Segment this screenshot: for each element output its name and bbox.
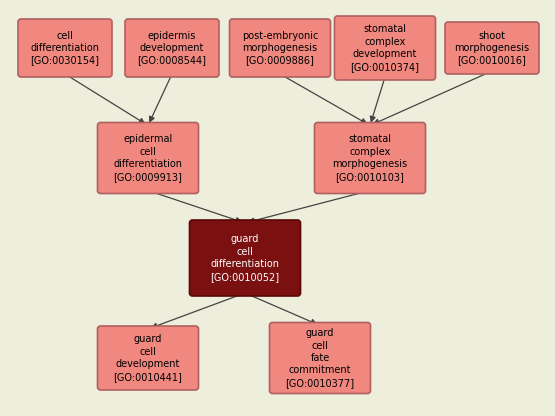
FancyBboxPatch shape (125, 19, 219, 77)
FancyBboxPatch shape (230, 19, 330, 77)
Text: epidermal
cell
differentiation
[GO:0009913]: epidermal cell differentiation [GO:00099… (114, 134, 183, 182)
Text: shoot
morphogenesis
[GO:0010016]: shoot morphogenesis [GO:0010016] (455, 31, 529, 65)
Text: stomatal
complex
morphogenesis
[GO:0010103]: stomatal complex morphogenesis [GO:00101… (332, 134, 407, 182)
Text: stomatal
complex
development
[GO:0010374]: stomatal complex development [GO:0010374… (351, 25, 420, 72)
Text: post-embryonic
morphogenesis
[GO:0009886]: post-embryonic morphogenesis [GO:0009886… (242, 31, 318, 65)
Text: guard
cell
differentiation
[GO:0010052]: guard cell differentiation [GO:0010052] (210, 234, 280, 282)
FancyBboxPatch shape (315, 122, 426, 193)
FancyBboxPatch shape (270, 322, 371, 394)
FancyBboxPatch shape (98, 326, 199, 390)
Text: cell
differentiation
[GO:0030154]: cell differentiation [GO:0030154] (31, 31, 99, 65)
FancyBboxPatch shape (445, 22, 539, 74)
FancyBboxPatch shape (18, 19, 112, 77)
FancyBboxPatch shape (335, 16, 436, 80)
Text: guard
cell
development
[GO:0010441]: guard cell development [GO:0010441] (114, 334, 183, 381)
FancyBboxPatch shape (98, 122, 199, 193)
Text: epidermis
development
[GO:0008544]: epidermis development [GO:0008544] (138, 31, 206, 65)
Text: guard
cell
fate
commitment
[GO:0010377]: guard cell fate commitment [GO:0010377] (285, 328, 355, 388)
FancyBboxPatch shape (189, 220, 300, 296)
